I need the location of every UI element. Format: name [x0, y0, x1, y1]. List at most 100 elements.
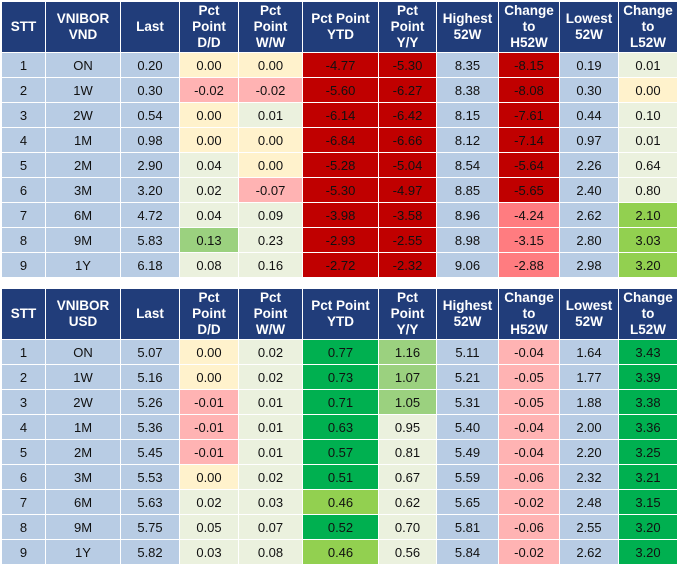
cell-change-to-h52w: -0.04: [498, 439, 560, 465]
cell-change-to-h52w: -0.04: [498, 339, 560, 365]
table-row: 3 2W 5.26 -0.01 0.01 0.71 1.05 5.31 -0.05 1.88 3.3…: [1, 389, 678, 415]
table-row: 8 9M 5.75 0.05 0.07 0.52 0.70 5.81 -0.06 2.55 3.20: [1, 514, 678, 540]
cell-lowest-52w: 0.97: [559, 127, 619, 153]
cell-pct-point-ww: 0.02: [238, 339, 303, 365]
cell-tenor: 3M: [45, 464, 121, 490]
table-row: 4 1M 0.98 0.00 0.00 -6.84 -6.66 8.12 -7.14 0.97 0.…: [1, 127, 678, 153]
cell-highest-52w: 5.65: [436, 489, 499, 515]
column-header-stt: STT: [1, 288, 46, 340]
column-header-highest-52w: Highest 52W: [436, 1, 499, 53]
cell-pct-point-ytd: 0.71: [302, 389, 379, 415]
table-row: 8 9M 5.83 0.13 0.23 -2.93 -2.55 8.98 -3.15 2.80 3.…: [1, 227, 678, 253]
cell-pct-point-ww: 0.23: [238, 227, 303, 253]
cell-lowest-52w: 2.62: [559, 539, 619, 565]
cell-change-to-h52w: -3.15: [498, 227, 560, 253]
cell-change-to-l52w: 3.36: [618, 414, 678, 440]
cell-change-to-h52w: -5.65: [498, 177, 560, 203]
table-row: 4 1M 5.36 -0.01 0.01 0.63 0.95 5.40 -0.04 2.00 3.3…: [1, 414, 678, 440]
table-row: 7 6M 4.72 0.04 0.09 -3.98 -3.58 8.96 -4.24 2.62 2.…: [1, 202, 678, 228]
cell-pct-point-yy: 0.56: [378, 539, 437, 565]
cell-pct-point-dd: 0.02: [179, 489, 239, 515]
cell-pct-point-yy: -4.97: [378, 177, 437, 203]
cell-lowest-52w: 1.77: [559, 364, 619, 390]
cell-highest-52w: 5.81: [436, 514, 499, 540]
cell-change-to-l52w: 0.01: [618, 52, 678, 78]
cell-highest-52w: 8.98: [436, 227, 499, 253]
cell-lowest-52w: 2.48: [559, 489, 619, 515]
cell-pct-point-ytd: 0.57: [302, 439, 379, 465]
cell-change-to-h52w: -0.05: [498, 389, 560, 415]
cell-last: 5.45: [120, 439, 180, 465]
column-header-last: Last: [120, 288, 180, 340]
table-row: 7 6M 5.63 0.02 0.03 0.46 0.62 5.65 -0.02 2.48 3.15: [1, 489, 678, 515]
cell-change-to-l52w: 2.10: [618, 202, 678, 228]
cell-pct-point-ww: 0.07: [238, 514, 303, 540]
cell-pct-point-ytd: 0.73: [302, 364, 379, 390]
cell-stt: 4: [1, 127, 46, 153]
cell-last: 5.82: [120, 539, 180, 565]
cell-pct-point-dd: 0.02: [179, 177, 239, 203]
cell-pct-point-dd: 0.04: [179, 152, 239, 178]
cell-pct-point-ytd: -2.72: [302, 252, 379, 278]
cell-pct-point-ww: 0.01: [238, 102, 303, 128]
column-header-pct-point-ytd: Pct Point YTD: [302, 288, 379, 340]
cell-pct-point-ww: -0.07: [238, 177, 303, 203]
cell-pct-point-yy: 1.07: [378, 364, 437, 390]
cell-change-to-h52w: -0.04: [498, 414, 560, 440]
cell-highest-52w: 5.21: [436, 364, 499, 390]
cell-pct-point-ytd: 0.46: [302, 539, 379, 565]
cell-change-to-l52w: 3.25: [618, 439, 678, 465]
cell-pct-point-dd: 0.00: [179, 127, 239, 153]
cell-pct-point-yy: 0.62: [378, 489, 437, 515]
cell-pct-point-ytd: -6.14: [302, 102, 379, 128]
cell-stt: 1: [1, 339, 46, 365]
cell-tenor: ON: [45, 52, 121, 78]
column-header-pct-point-ww: Pct Point W/W: [238, 1, 303, 53]
cell-pct-point-ww: 0.03: [238, 489, 303, 515]
cell-highest-52w: 5.31: [436, 389, 499, 415]
table-row: 1 ON 0.20 0.00 0.00 -4.77 -5.30 8.35 -8.15 0.19 0.…: [1, 52, 678, 78]
cell-tenor: 1W: [45, 364, 121, 390]
cell-stt: 6: [1, 177, 46, 203]
cell-lowest-52w: 0.30: [559, 77, 619, 103]
header-row: STT VNIBOR USD Last Pct Point D/D Pct Point …: [1, 288, 678, 340]
cell-tenor: 6M: [45, 489, 121, 515]
cell-last: 5.16: [120, 364, 180, 390]
cell-change-to-h52w: -0.06: [498, 464, 560, 490]
cell-pct-point-ww: 0.00: [238, 52, 303, 78]
table-row: 1 ON 5.07 0.00 0.02 0.77 1.16 5.11 -0.04 1.64 3.43: [1, 339, 678, 365]
cell-pct-point-yy: 0.70: [378, 514, 437, 540]
cell-highest-52w: 8.38: [436, 77, 499, 103]
cell-stt: 6: [1, 464, 46, 490]
cell-lowest-52w: 2.26: [559, 152, 619, 178]
cell-change-to-l52w: 3.03: [618, 227, 678, 253]
cell-highest-52w: 8.96: [436, 202, 499, 228]
cell-pct-point-ww: 0.16: [238, 252, 303, 278]
cell-change-to-h52w: -8.08: [498, 77, 560, 103]
cell-stt: 2: [1, 77, 46, 103]
cell-change-to-l52w: 3.38: [618, 389, 678, 415]
cell-change-to-h52w: -0.02: [498, 489, 560, 515]
cell-highest-52w: 5.49: [436, 439, 499, 465]
cell-pct-point-yy: -2.32: [378, 252, 437, 278]
cell-change-to-h52w: -8.15: [498, 52, 560, 78]
cell-lowest-52w: 2.80: [559, 227, 619, 253]
vnibor-vnd-table: STT VNIBOR VND Last Pct Point D/D Pct Point …: [1, 1, 678, 278]
cell-lowest-52w: 1.88: [559, 389, 619, 415]
cell-highest-52w: 5.11: [436, 339, 499, 365]
cell-lowest-52w: 2.40: [559, 177, 619, 203]
cell-lowest-52w: 0.44: [559, 102, 619, 128]
cell-stt: 1: [1, 52, 46, 78]
cell-pct-point-ww: 0.00: [238, 127, 303, 153]
cell-pct-point-dd: -0.02: [179, 77, 239, 103]
cell-last: 5.63: [120, 489, 180, 515]
cell-pct-point-dd: 0.00: [179, 364, 239, 390]
cell-pct-point-ww: 0.01: [238, 439, 303, 465]
cell-change-to-l52w: 3.39: [618, 364, 678, 390]
cell-pct-point-ww: -0.02: [238, 77, 303, 103]
cell-pct-point-ww: 0.00: [238, 152, 303, 178]
cell-lowest-52w: 2.62: [559, 202, 619, 228]
column-header-pct-point-dd: Pct Point D/D: [179, 288, 239, 340]
table-row: 3 2W 0.54 0.00 0.01 -6.14 -6.42 8.15 -7.61 0.44 0.…: [1, 102, 678, 128]
cell-pct-point-dd: 0.00: [179, 339, 239, 365]
